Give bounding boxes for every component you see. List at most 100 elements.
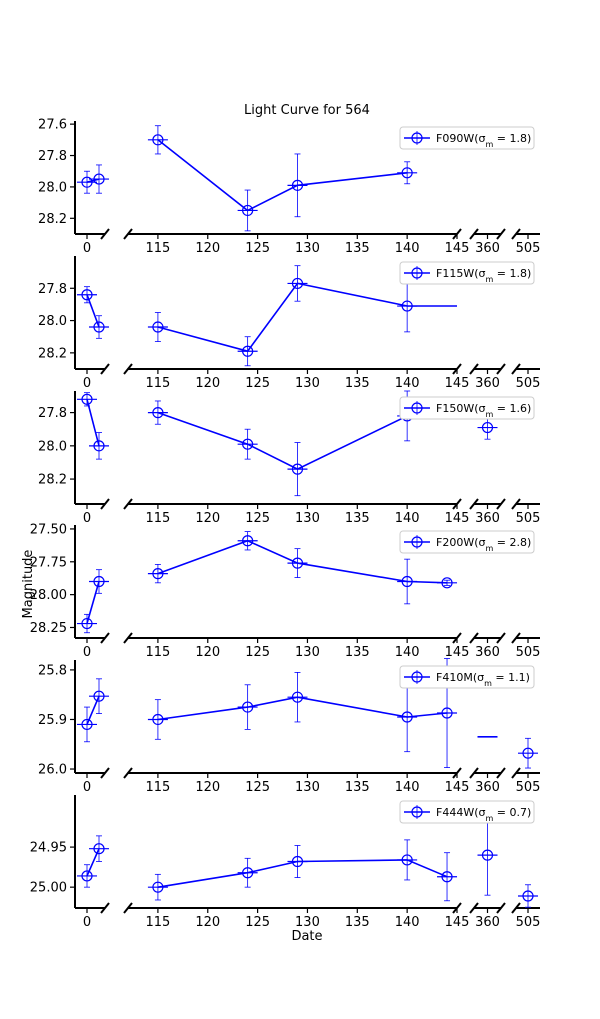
y-tick-label: 27.8 (38, 282, 67, 297)
x-tick-label: 145 (445, 511, 470, 526)
panel-f115w: 0 115 120 125 130 135 140 145 360 505 27.8 28.0 28.2… (38, 256, 540, 391)
data-point (242, 867, 254, 879)
chart-title: Light Curve for 564 (244, 103, 370, 118)
x-tick-label: 135 (345, 241, 370, 256)
data-point (401, 300, 413, 312)
x-tick-label: 115 (145, 511, 170, 526)
data-point (152, 134, 164, 146)
data-point (441, 577, 453, 589)
x-tick-label: 130 (295, 645, 320, 660)
axis-break-mark (496, 363, 506, 375)
legend-label: F115W(σm = 1.8) (436, 267, 531, 284)
legend: F090W(σm = 1.8) (399, 126, 535, 150)
x-tick-label: 135 (345, 511, 370, 526)
x-tick-label: 130 (295, 780, 320, 795)
data-point (81, 176, 93, 188)
x-tick-label: 135 (345, 645, 370, 660)
x-tick-label: 360 (475, 241, 500, 256)
data-point (93, 173, 105, 185)
data-point (93, 690, 105, 702)
legend-box (399, 800, 535, 824)
data-point (401, 854, 413, 866)
x-tick-label: 115 (145, 915, 170, 930)
x-tick-label: 140 (395, 915, 420, 930)
x-tick-label: 140 (395, 511, 420, 526)
legend-box (399, 396, 535, 420)
y-tick-label: 27.50 (30, 522, 67, 537)
data-point (441, 707, 453, 719)
data-point (291, 855, 304, 868)
axis-break-mark (100, 228, 110, 240)
axis-break-mark (100, 902, 110, 914)
legend: F410M(σm = 1.1) (399, 665, 535, 689)
series-line (157, 282, 457, 353)
data-point (81, 289, 93, 301)
x-tick-label: 360 (475, 915, 500, 930)
y-tick-label: 25.9 (38, 713, 67, 728)
data-point (152, 713, 164, 726)
data-point (81, 870, 93, 882)
data-point (152, 881, 164, 893)
x-tick-label: 0 (83, 915, 91, 930)
x-tick-label: 145 (445, 376, 470, 391)
data-point (242, 535, 254, 547)
y-tick-label: 28.2 (38, 473, 67, 488)
series-line (157, 411, 457, 470)
data-point (291, 463, 304, 475)
x-tick-label: 135 (345, 915, 370, 930)
x-tick-label: 505 (516, 915, 541, 930)
data-point (401, 167, 413, 179)
y-tick-label: 28.0 (38, 180, 67, 195)
x-tick-label: 0 (83, 780, 91, 795)
x-tick-label: 360 (475, 645, 500, 660)
data-point (81, 718, 93, 731)
x-tick-label: 360 (475, 780, 500, 795)
data-point (522, 890, 534, 902)
data-point (242, 345, 254, 357)
data-point (401, 711, 413, 723)
x-tick-label: 145 (445, 780, 470, 795)
axis-break-mark (100, 498, 110, 510)
y-tick-label: 25.00 (30, 881, 67, 896)
y-tick-label: 25.8 (38, 663, 67, 678)
x-axis-label: Date (291, 929, 322, 944)
x-tick-label: 120 (195, 915, 220, 930)
series-line (157, 696, 448, 721)
data-point (152, 568, 164, 580)
data-point (93, 321, 105, 333)
series-line (86, 581, 100, 624)
data-point (93, 440, 105, 452)
data-point (81, 393, 93, 405)
x-tick-label: 115 (145, 376, 170, 391)
legend-label: F410M(σm = 1.1) (436, 671, 530, 688)
data-point (93, 843, 105, 855)
panels-layer: 0 115 120 125 130 135 140 145 360 505 27.6 27.8 28.0… (30, 118, 541, 930)
series-line (157, 139, 408, 212)
panel-f150w: 0 115 120 125 130 135 140 145 360 505 27.8 28.0 28.2… (38, 390, 540, 526)
data-point (481, 849, 494, 861)
x-tick-label: 125 (245, 511, 270, 526)
x-tick-label: 130 (295, 376, 320, 391)
y-tick-label: 28.0 (38, 439, 67, 454)
x-tick-label: 120 (195, 511, 220, 526)
x-tick-label: 115 (145, 780, 170, 795)
x-tick-label: 145 (445, 645, 470, 660)
data-point (152, 407, 164, 419)
axis-break-mark (496, 498, 506, 510)
x-tick-label: 140 (395, 645, 420, 660)
data-point (242, 204, 254, 217)
y-tick-label: 28.2 (38, 346, 67, 361)
axis-break-mark (100, 632, 110, 644)
x-tick-label: 140 (395, 241, 420, 256)
axis-break-mark (496, 228, 506, 240)
panel-f090w: 0 115 120 125 130 135 140 145 360 505 27.6 27.8 28.0… (38, 118, 540, 256)
y-tick-label: 26.0 (38, 763, 67, 778)
x-tick-label: 0 (83, 241, 91, 256)
panel-f200w: 0 115 120 125 130 135 140 145 360 505 27.50 27.75 28… (30, 522, 541, 660)
x-tick-label: 115 (145, 241, 170, 256)
y-tick-label: 28.0 (38, 314, 67, 329)
y-tick-label: 24.95 (30, 841, 67, 856)
x-tick-label: 145 (445, 241, 470, 256)
series-line (86, 399, 100, 446)
x-tick-label: 145 (445, 915, 470, 930)
